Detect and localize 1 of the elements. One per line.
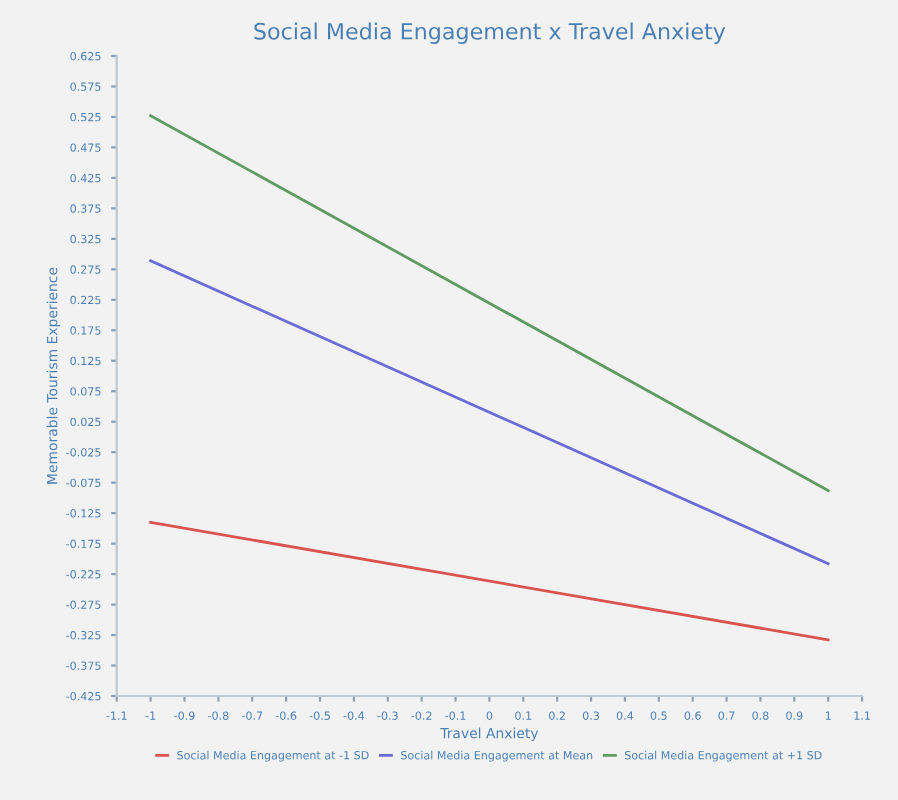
chart-title: Social Media Engagement x Travel Anxiety xyxy=(254,22,726,44)
